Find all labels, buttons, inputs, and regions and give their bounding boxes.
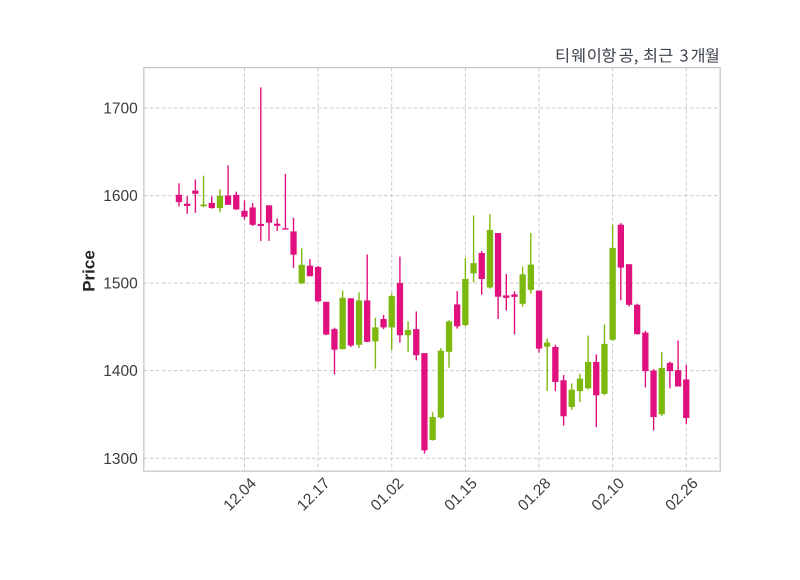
svg-text:1500: 1500: [103, 276, 138, 293]
svg-text:1600: 1600: [103, 188, 138, 205]
svg-text:1400: 1400: [103, 363, 138, 380]
svg-text:Price: Price: [79, 250, 98, 292]
svg-text:1300: 1300: [103, 451, 138, 468]
svg-text:1700: 1700: [103, 101, 138, 118]
